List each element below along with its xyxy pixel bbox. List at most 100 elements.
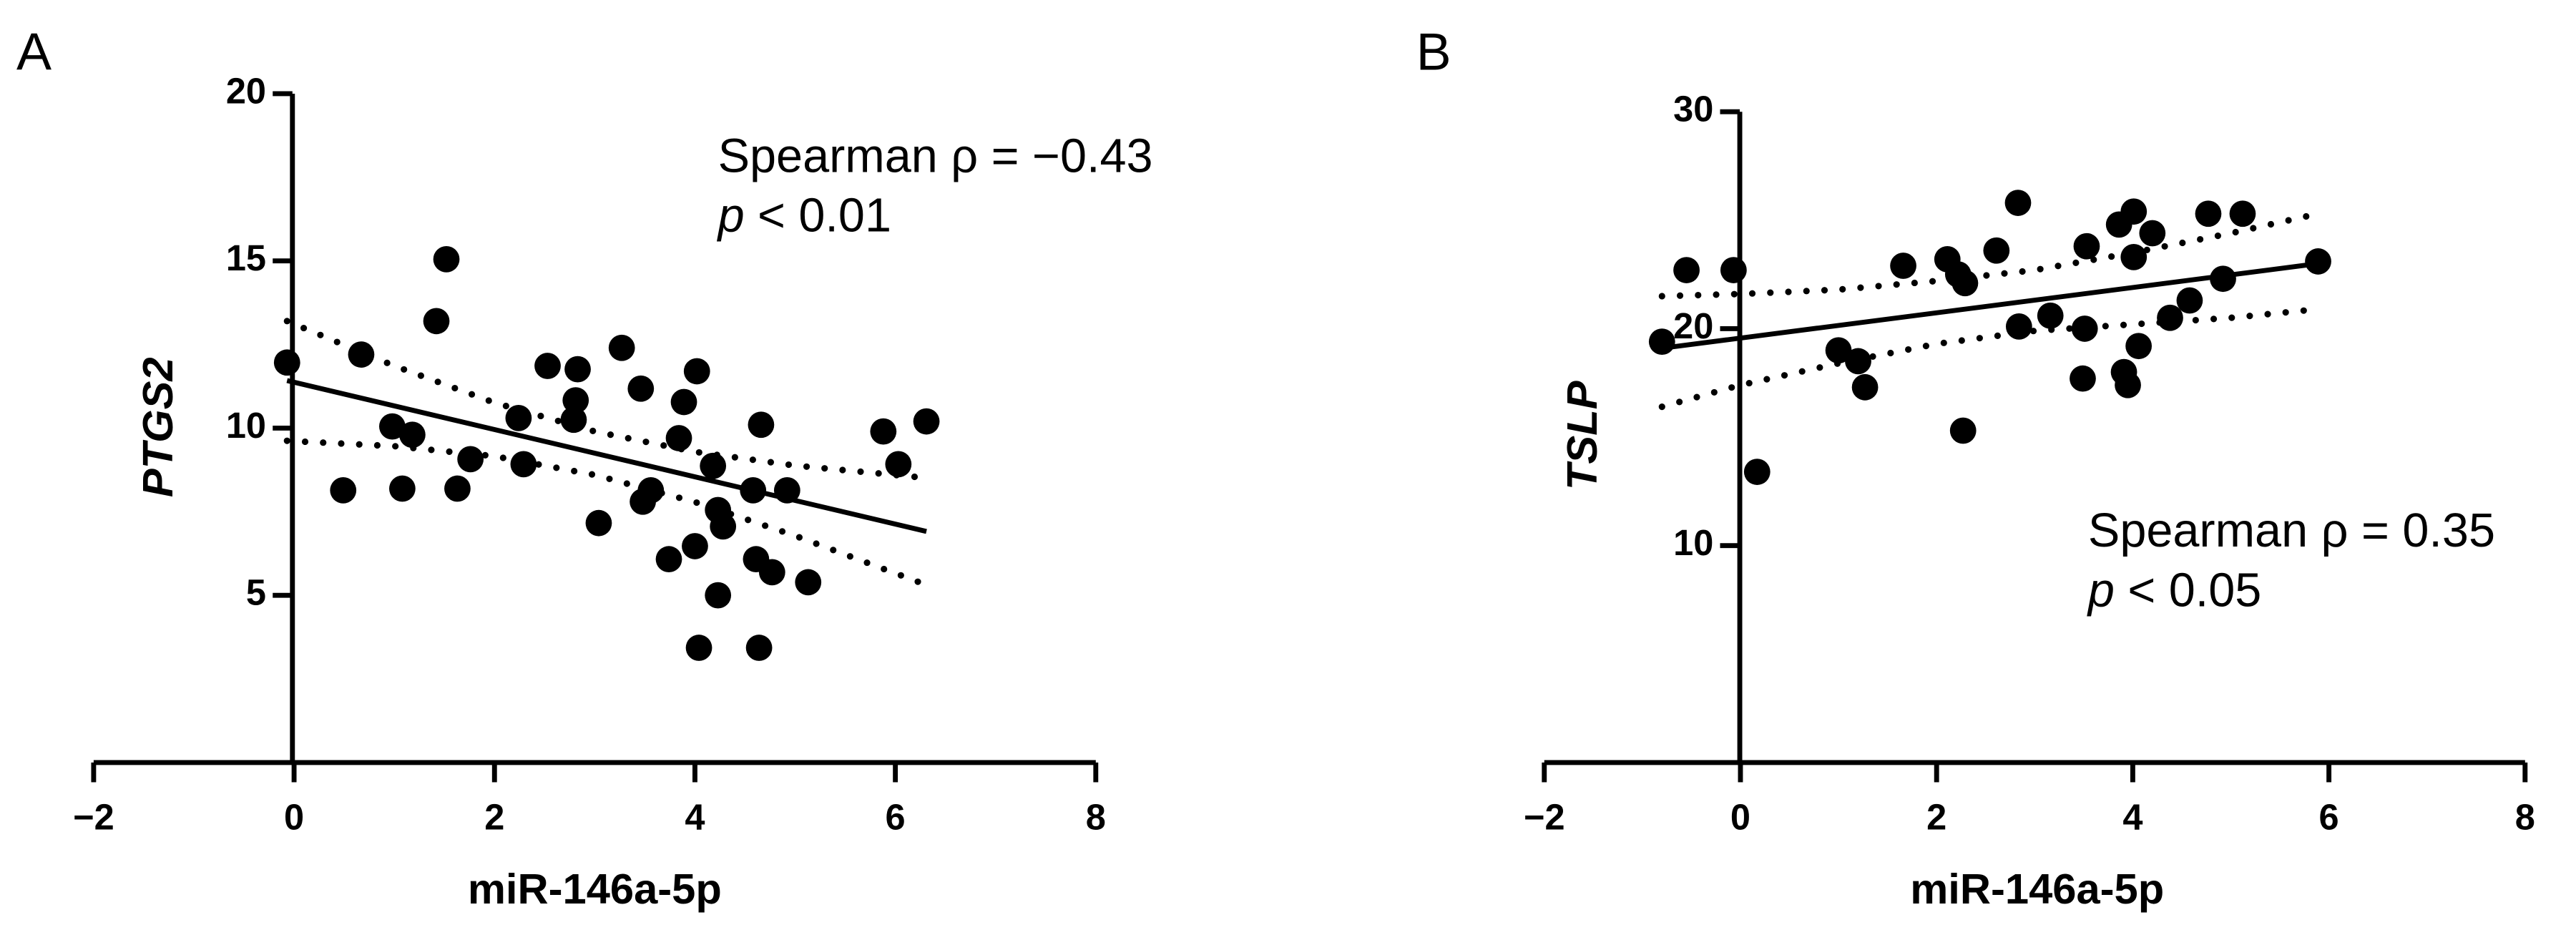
data-point <box>1851 373 1879 401</box>
data-point <box>2157 304 2183 331</box>
data-point <box>2070 365 2096 392</box>
data-point <box>562 387 589 413</box>
data-point <box>700 452 727 479</box>
annotation-p: p < 0.05 <box>2087 564 2261 617</box>
x-tick-label: 0 <box>284 797 304 838</box>
x-axis-title: miR-146a-5p <box>468 865 722 913</box>
p-symbol: p <box>717 189 745 242</box>
x-tick-label: 6 <box>2319 797 2339 838</box>
data-point <box>378 413 406 440</box>
panel-label: B <box>1416 22 1451 82</box>
data-point <box>389 475 416 502</box>
confidence-band-lower <box>1658 305 2322 411</box>
data-point <box>564 356 591 383</box>
x-tick-label: 2 <box>484 797 504 838</box>
data-point <box>627 375 655 402</box>
data-point <box>433 245 460 273</box>
p-symbol: p <box>2087 564 2115 617</box>
data-point <box>685 635 712 661</box>
x-tick-label: 4 <box>2122 797 2142 838</box>
data-point <box>273 349 300 376</box>
data-point <box>758 559 785 586</box>
confidence-band-lower <box>283 437 930 589</box>
annotation-p: p < 0.01 <box>717 189 891 242</box>
data-point <box>2004 190 2032 216</box>
data-point <box>2071 315 2098 342</box>
y-tick-label: 30 <box>1673 89 1713 129</box>
data-point <box>2125 333 2152 360</box>
panel-label: A <box>16 22 52 82</box>
data-point <box>444 475 471 502</box>
data-point <box>505 405 532 431</box>
y-tick-label: 15 <box>226 238 266 278</box>
data-point <box>885 451 912 478</box>
regression-line <box>1661 261 2318 351</box>
data-point <box>1720 257 1747 283</box>
data-point <box>2120 243 2148 270</box>
x-tick-label: −2 <box>1524 797 1565 838</box>
data-point <box>1673 257 1700 283</box>
data-point <box>710 513 737 540</box>
y-tick-label: 5 <box>246 572 266 613</box>
data-point <box>2073 232 2100 260</box>
data-point <box>740 476 767 504</box>
data-point <box>655 546 682 573</box>
y-tick-label: 10 <box>1673 522 1713 563</box>
data-point <box>1825 337 1852 364</box>
data-point <box>560 406 587 434</box>
data-point <box>2305 248 2331 275</box>
data-point <box>705 582 732 609</box>
x-tick-label: −2 <box>73 797 114 838</box>
data-point <box>534 353 561 379</box>
data-point <box>683 358 710 385</box>
data-point <box>682 533 708 559</box>
annotation-statistic: Spearman ρ = −0.43 <box>718 129 1153 182</box>
data-point <box>670 388 697 416</box>
data-point <box>2229 200 2256 227</box>
x-tick-label: 6 <box>886 797 906 838</box>
y-axis-title: PTGS2 <box>134 357 182 497</box>
x-tick-label: 8 <box>2515 797 2535 838</box>
data-point <box>1648 328 1675 356</box>
data-point <box>348 341 375 368</box>
x-tick-label: 4 <box>685 797 705 838</box>
y-axis-title: TSLP <box>1558 381 1606 490</box>
x-tick-label: 2 <box>1926 797 1946 838</box>
data-point <box>2195 200 2222 227</box>
data-point <box>1845 348 1871 375</box>
data-point <box>2210 265 2236 293</box>
regression-line <box>286 378 927 534</box>
p-text: < 0.01 <box>758 189 891 242</box>
data-point <box>2120 198 2148 225</box>
data-point <box>2115 371 2141 398</box>
data-point <box>1949 417 1977 444</box>
p-text: < 0.05 <box>2127 564 2261 617</box>
data-point <box>745 635 773 661</box>
data-point <box>795 569 822 596</box>
data-point <box>630 488 656 515</box>
data-point <box>665 425 692 451</box>
data-point <box>2176 287 2203 314</box>
annotation-statistic: Spearman ρ = 0.35 <box>2088 504 2495 557</box>
confidence-band-upper <box>1658 210 2322 300</box>
data-point <box>585 509 612 537</box>
data-point <box>1951 270 1979 297</box>
data-point <box>2005 313 2032 340</box>
x-axis-title: miR-146a-5p <box>1910 865 2164 913</box>
data-point <box>608 334 635 361</box>
data-point <box>913 408 940 435</box>
data-point <box>423 308 450 335</box>
y-tick-label: 10 <box>226 405 266 446</box>
data-point <box>773 476 800 504</box>
y-tick-label: 20 <box>1673 305 1713 346</box>
data-point <box>2037 302 2064 329</box>
x-tick-label: 0 <box>1730 797 1750 838</box>
data-point <box>457 446 484 473</box>
data-point <box>1983 237 2010 264</box>
data-point <box>399 421 426 449</box>
x-tick-label: 8 <box>1086 797 1106 838</box>
data-point <box>870 418 897 445</box>
data-point <box>1890 253 1916 279</box>
